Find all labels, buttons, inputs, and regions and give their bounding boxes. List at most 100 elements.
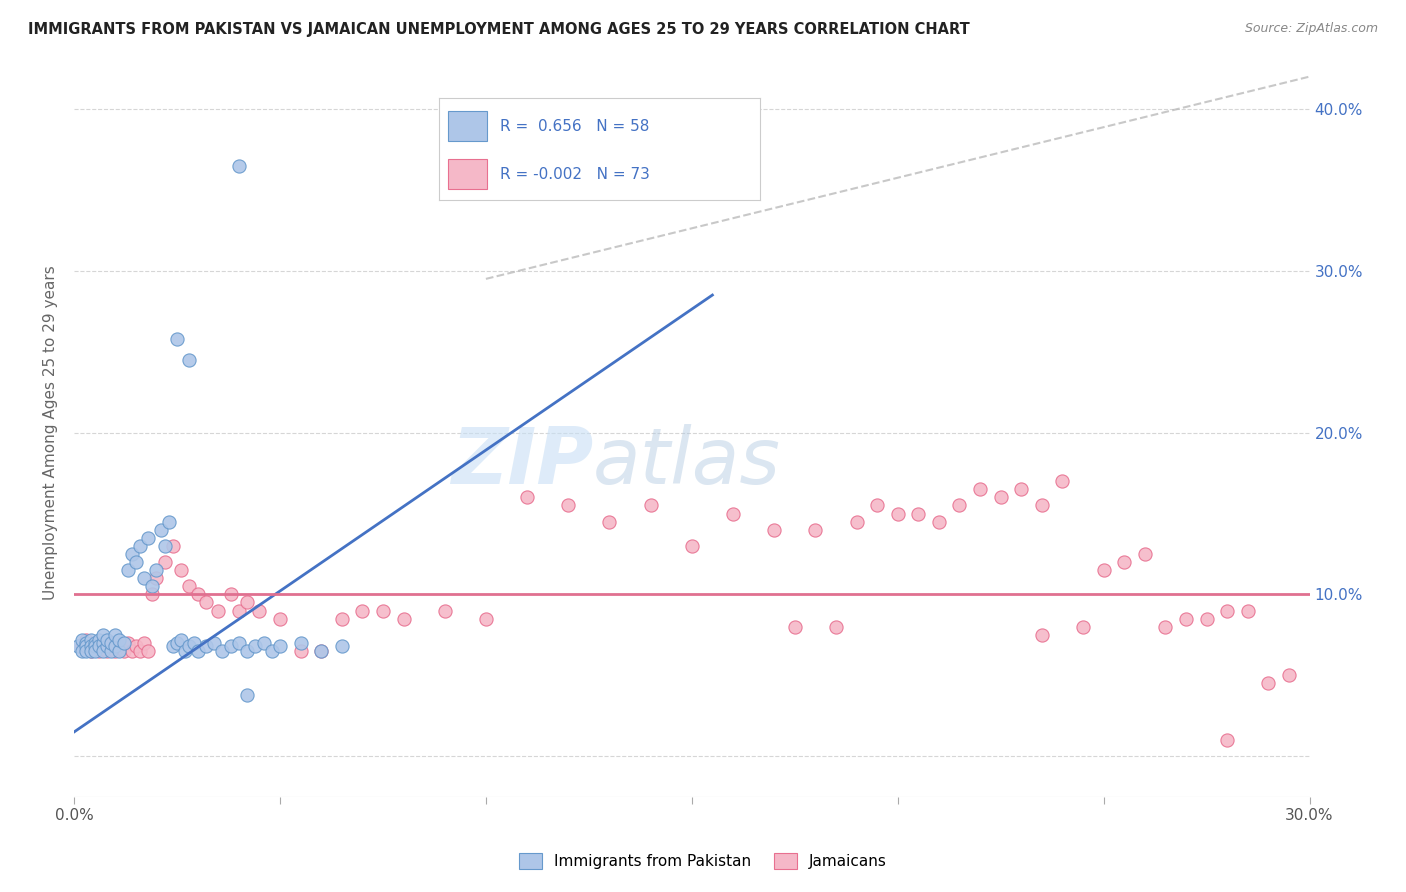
Point	[1092, 563, 1115, 577]
Point	[87, 639, 110, 653]
Point	[247, 604, 270, 618]
Point	[392, 612, 415, 626]
Point	[141, 579, 163, 593]
Point	[1175, 612, 1198, 626]
Point	[228, 604, 250, 618]
Point	[1257, 676, 1279, 690]
Point	[91, 644, 114, 658]
Point	[75, 644, 97, 658]
Point	[96, 632, 118, 647]
Point	[207, 604, 229, 618]
Point	[194, 595, 217, 609]
Point	[1154, 620, 1177, 634]
Point	[121, 644, 143, 658]
Point	[132, 636, 155, 650]
Point	[83, 636, 105, 650]
Point	[157, 515, 180, 529]
Point	[763, 523, 786, 537]
Point	[75, 632, 97, 647]
Point	[948, 499, 970, 513]
Point	[100, 636, 122, 650]
Point	[104, 644, 127, 658]
Point	[269, 612, 291, 626]
Point	[990, 491, 1012, 505]
Text: IMMIGRANTS FROM PAKISTAN VS JAMAICAN UNEMPLOYMENT AMONG AGES 25 TO 29 YEARS CORR: IMMIGRANTS FROM PAKISTAN VS JAMAICAN UNE…	[28, 22, 970, 37]
Point	[75, 639, 97, 653]
Point	[1031, 628, 1053, 642]
Point	[194, 639, 217, 653]
Point	[886, 507, 908, 521]
Point	[516, 491, 538, 505]
Point	[866, 499, 889, 513]
Point	[83, 644, 105, 658]
Point	[87, 644, 110, 658]
Point	[136, 644, 159, 658]
Point	[1216, 733, 1239, 747]
Point	[1133, 547, 1156, 561]
Point	[83, 636, 105, 650]
Point	[170, 563, 193, 577]
Point	[433, 604, 456, 618]
Point	[91, 639, 114, 653]
Point	[79, 644, 101, 658]
Point	[219, 639, 242, 653]
Point	[72, 639, 94, 653]
Point	[252, 636, 274, 650]
Text: atlas: atlas	[593, 424, 780, 500]
Point	[260, 644, 283, 658]
Point	[141, 587, 163, 601]
Point	[783, 620, 806, 634]
Point	[330, 612, 353, 626]
Point	[112, 636, 135, 650]
Point	[83, 639, 105, 653]
Point	[269, 639, 291, 653]
Point	[721, 507, 744, 521]
Point	[129, 539, 152, 553]
Point	[87, 632, 110, 647]
Point	[79, 639, 101, 653]
Point	[352, 604, 374, 618]
Point	[153, 539, 176, 553]
Point	[67, 639, 90, 653]
Point	[125, 555, 148, 569]
Point	[309, 644, 332, 658]
Point	[330, 639, 353, 653]
Point	[907, 507, 929, 521]
Point	[236, 595, 259, 609]
Y-axis label: Unemployment Among Ages 25 to 29 years: Unemployment Among Ages 25 to 29 years	[44, 265, 58, 600]
Point	[1195, 612, 1218, 626]
Point	[681, 539, 703, 553]
Point	[475, 612, 498, 626]
Point	[179, 639, 201, 653]
Point	[371, 604, 394, 618]
Point	[129, 644, 152, 658]
Point	[121, 547, 143, 561]
Point	[1114, 555, 1136, 569]
Point	[149, 523, 172, 537]
Point	[117, 636, 139, 650]
Point	[104, 628, 127, 642]
Point	[183, 636, 205, 650]
Point	[598, 515, 620, 529]
Point	[290, 636, 312, 650]
Point	[228, 636, 250, 650]
Point	[100, 636, 122, 650]
Point	[245, 639, 267, 653]
Point	[117, 563, 139, 577]
Point	[145, 563, 167, 577]
Point	[290, 644, 312, 658]
Point	[309, 644, 332, 658]
Point	[825, 620, 848, 634]
Point	[179, 352, 201, 367]
Point	[211, 644, 233, 658]
Point	[79, 632, 101, 647]
Point	[1236, 604, 1258, 618]
Point	[557, 499, 579, 513]
Point	[125, 639, 148, 653]
Point	[75, 636, 97, 650]
Point	[187, 587, 209, 601]
Legend: Immigrants from Pakistan, Jamaicans: Immigrants from Pakistan, Jamaicans	[513, 847, 893, 875]
Point	[72, 644, 94, 658]
Text: ZIP: ZIP	[451, 424, 593, 500]
Point	[1052, 474, 1074, 488]
